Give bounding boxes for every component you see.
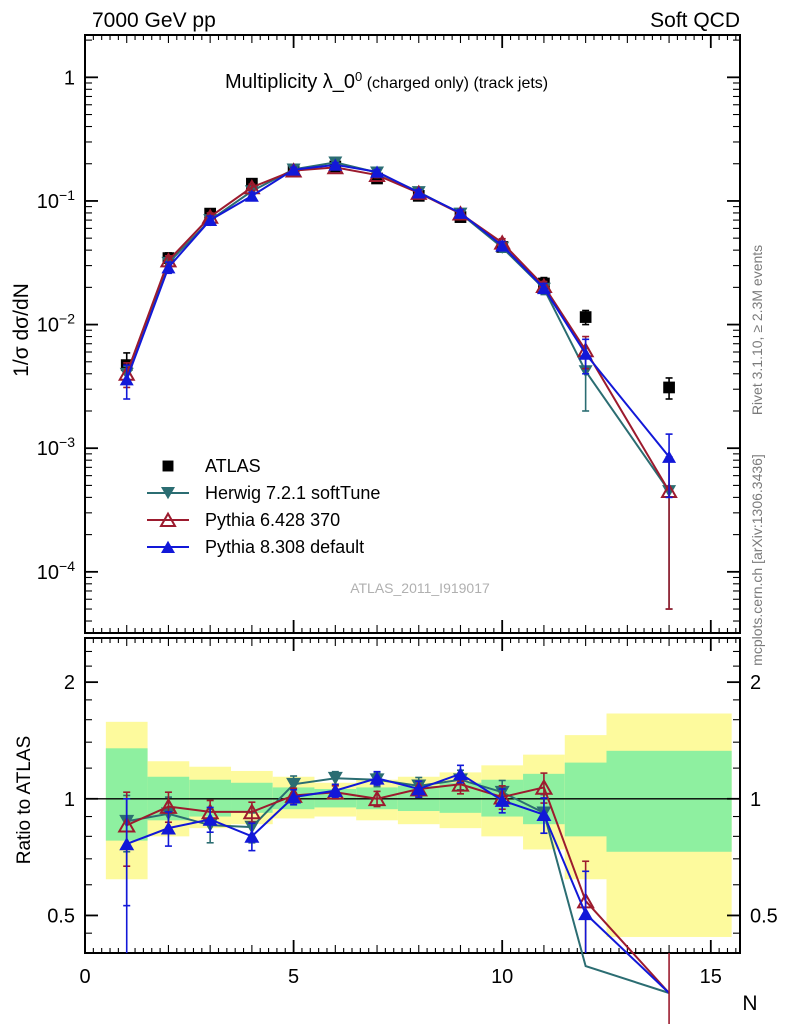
marker-triangle-up	[411, 186, 426, 199]
marker-triangle-up	[161, 261, 176, 274]
x-tick-label: 15	[700, 966, 722, 988]
legend-label-3: Pythia 8.308 default	[205, 537, 364, 557]
marker-triangle-up	[494, 793, 510, 807]
marker-triangle-up-open	[159, 511, 177, 527]
ratio-band-inner	[606, 750, 732, 852]
marker-triangle-up	[495, 239, 510, 252]
marker-triangle-down	[161, 487, 175, 500]
marker-triangle-up	[452, 767, 468, 781]
marker-triangle-up	[369, 771, 385, 785]
marker-triangle-up	[370, 165, 385, 178]
marker-triangle-up	[328, 158, 343, 171]
x-tick-label: 5	[288, 966, 299, 988]
marker-triangle-up	[536, 807, 552, 822]
marker-square	[663, 381, 675, 394]
marker-triangle-up	[662, 450, 677, 463]
marker-triangle-up	[578, 907, 594, 921]
y-tick-label-main: 10−1	[37, 187, 75, 213]
marker-triangle-up	[411, 782, 427, 796]
y-tick-label-ratio: 2	[64, 672, 75, 694]
marker-triangle-down	[286, 777, 302, 792]
x-tick-label: 0	[79, 966, 90, 988]
marker-triangle-up	[286, 163, 301, 176]
y-tick-label-ratio: 0.5	[47, 905, 75, 927]
y-tick-label-ratio: 0.5	[750, 905, 778, 927]
y-tick-label-ratio: 1	[750, 789, 761, 811]
marker-square	[162, 460, 174, 472]
ratio-panel-frame	[84, 637, 741, 954]
y-tick-label-main: 10−3	[37, 434, 75, 460]
y-tick-label-ratio: 2	[750, 672, 761, 694]
x-tick-label: 10	[491, 966, 513, 988]
y-tick-label-ratio: 1	[64, 789, 75, 811]
legend-label-0: ATLAS	[205, 456, 261, 476]
legend-label-2: Pythia 6.428 370	[205, 510, 340, 530]
marker-triangle-up	[202, 812, 218, 826]
marker-triangle-up-open	[367, 790, 387, 807]
marker-triangle-up	[160, 821, 176, 835]
y-tick-label-main: 10−4	[37, 558, 75, 584]
y-tick-label-main: 10−2	[37, 311, 75, 337]
marker-triangle-up	[578, 347, 593, 360]
marker-triangle-up	[453, 206, 468, 219]
main-panel[interactable]	[85, 35, 740, 633]
marker-triangle-up	[203, 213, 218, 227]
marker-triangle-up	[119, 373, 134, 386]
marker-square	[579, 311, 592, 323]
marker-triangle-up	[244, 829, 260, 843]
legend-label-1: Herwig 7.2.1 softTune	[205, 483, 380, 503]
marker-triangle-up	[286, 790, 302, 804]
marker-triangle-down	[327, 771, 343, 785]
y-tick-label-main: 1	[64, 67, 75, 89]
marker-triangle-up	[161, 540, 175, 553]
marker-triangle-up	[536, 281, 551, 295]
marker-triangle-up-open	[242, 803, 262, 820]
ratio-panel[interactable]	[85, 638, 740, 953]
marker-triangle-up	[327, 783, 343, 797]
marker-triangle-up-open	[534, 778, 554, 795]
marker-triangle-up-open	[451, 775, 470, 792]
main-panel-frame	[84, 34, 741, 634]
marker-triangle-up	[244, 189, 259, 202]
